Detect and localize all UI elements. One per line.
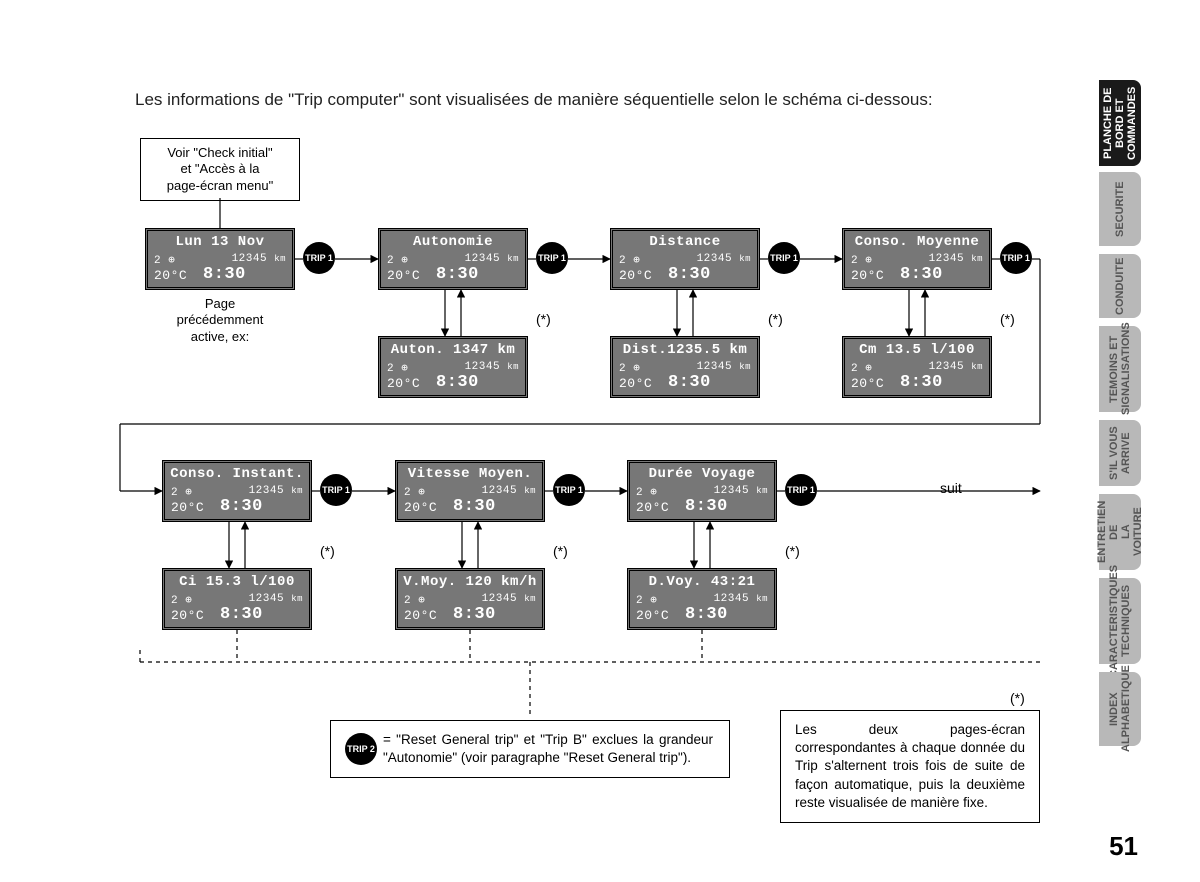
side-tab-5[interactable]: ENTRETIEN DELA VOITURE [1099,494,1141,570]
lcd-duree: Durée Voyage2 ⊕12345 km20°C8:30 [627,460,777,522]
side-tab-2[interactable]: CONDUITE [1099,254,1141,318]
asterisk: (*) [536,311,551,327]
lcd-cmoy: Conso. Moyenne2 ⊕12345 km20°C8:30 [842,228,992,290]
asterisk-footnote: (*) [1010,690,1025,706]
side-tab-0[interactable]: PLANCHE DEBORD ETCOMMANDES [1099,80,1141,166]
asterisk: (*) [785,543,800,559]
side-tab-7[interactable]: INDEXALPHABETIQUE [1099,672,1141,746]
side-tab-1[interactable]: SECURITE [1099,172,1141,246]
asterisk: (*) [320,543,335,559]
trip1-badge-r1-0: TRIP 1 [303,242,335,274]
footnote-trip2: TRIP 2= "Reset General trip" et "Trip B"… [330,720,730,778]
lcd-cinst: Conso. Instant.2 ⊕12345 km20°C8:30 [162,460,312,522]
caption-previous-page: Pageprécédemmentactive, ex: [155,296,285,345]
side-tab-3[interactable]: TEMOINS ETSIGNALISATIONS [1099,326,1141,412]
page-number: 51 [1109,831,1138,862]
trip1-badge-r1-2: TRIP 1 [768,242,800,274]
asterisk: (*) [553,543,568,559]
intro-text: Les informations de "Trip computer" sont… [135,90,933,110]
trip1-badge-r2-1: TRIP 1 [553,474,585,506]
trip1-badge-r2-2: TRIP 1 [785,474,817,506]
trip1-badge-r2-0: TRIP 1 [320,474,352,506]
note-check-initial: Voir "Check initial"et "Accès à lapage-é… [140,138,300,201]
side-tab-4[interactable]: S'IL VOUSARRIVE [1099,420,1141,486]
lcd-cinstV: Ci 15.3 l/1002 ⊕12345 km20°C8:30 [162,568,312,630]
lcd-dist: Distance2 ⊕12345 km20°C8:30 [610,228,760,290]
lcd-date: Lun 13 Nov2 ⊕12345 km20°C8:30 [145,228,295,290]
lcd-dureeV: D.Voy. 43:212 ⊕12345 km20°C8:30 [627,568,777,630]
asterisk: (*) [768,311,783,327]
asterisk: (*) [1000,311,1015,327]
suit-label: suit [940,480,962,496]
lcd-distV: Dist.1235.5 km2 ⊕12345 km20°C8:30 [610,336,760,398]
lcd-cmoyV: Cm 13.5 l/1002 ⊕12345 km20°C8:30 [842,336,992,398]
trip1-badge-r1-3: TRIP 1 [1000,242,1032,274]
lcd-autonV: Auton. 1347 km2 ⊕12345 km20°C8:30 [378,336,528,398]
lcd-vmoy: Vitesse Moyen.2 ⊕12345 km20°C8:30 [395,460,545,522]
side-tab-6[interactable]: CARACTERISTIQUESTECHNIQUES [1099,578,1141,664]
footnote-alternate: Les deux pages-écran correspondantes à c… [780,710,1040,823]
trip1-badge-r1-1: TRIP 1 [536,242,568,274]
lcd-vmoyV: V.Moy. 120 km/h2 ⊕12345 km20°C8:30 [395,568,545,630]
lcd-auton: Autonomie2 ⊕12345 km20°C8:30 [378,228,528,290]
